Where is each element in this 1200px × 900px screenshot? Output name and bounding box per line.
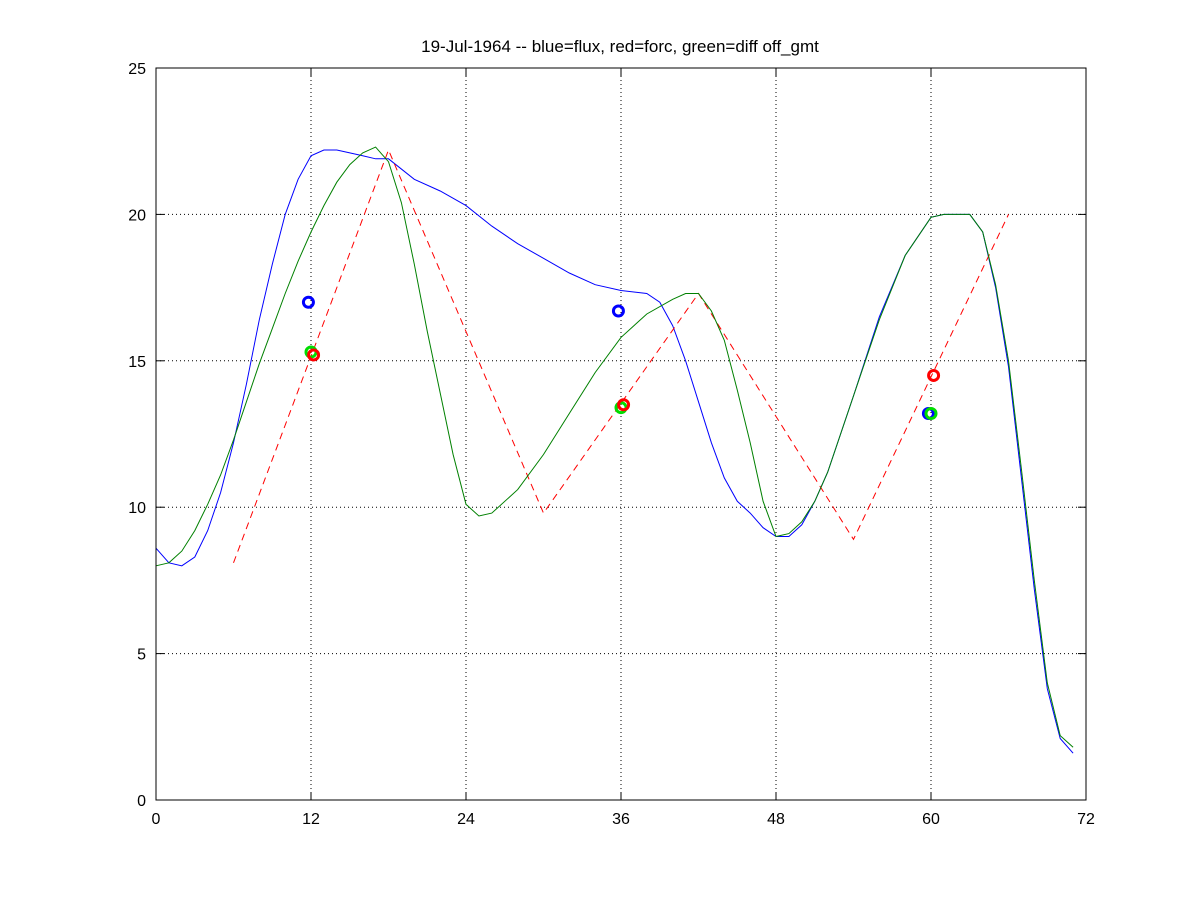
x-tick-label: 48: [767, 811, 785, 828]
marker-forc: [927, 368, 941, 382]
series-layer: [155, 146, 1074, 754]
x-tick-label: 72: [1077, 811, 1095, 828]
series-line-forc: [233, 148, 1009, 563]
y-tick-label: 0: [137, 793, 146, 810]
marker-flux: [301, 295, 315, 309]
y-tick-label: 5: [137, 647, 146, 664]
x-tick-label: 12: [302, 811, 320, 828]
y-tick-label: 25: [128, 61, 146, 78]
plot-frame: [155, 67, 1087, 801]
series-line-flux: [155, 149, 1074, 754]
x-tick-label: 60: [922, 811, 940, 828]
marker-flux: [611, 304, 625, 318]
axes-layer: 0 12 24 36 48 60 72 0 5 10 15 20 25: [128, 61, 1095, 828]
chart-title: 19-Jul-1964 -- blue=flux, red=forc, gree…: [421, 37, 819, 56]
series-line-diff: [155, 146, 1074, 748]
y-tick-label: 10: [128, 500, 146, 517]
x-tick-label: 36: [612, 811, 630, 828]
x-tick-label: 24: [457, 811, 475, 828]
marker-diff: [924, 407, 938, 421]
grid-lines: [156, 68, 1086, 800]
x-tick-label: 0: [152, 811, 161, 828]
marker-forc: [307, 348, 321, 362]
marker-layer: [301, 295, 941, 421]
y-tick-label: 20: [128, 207, 146, 224]
y-tick-label: 15: [128, 354, 146, 371]
marker-forc: [617, 398, 631, 412]
